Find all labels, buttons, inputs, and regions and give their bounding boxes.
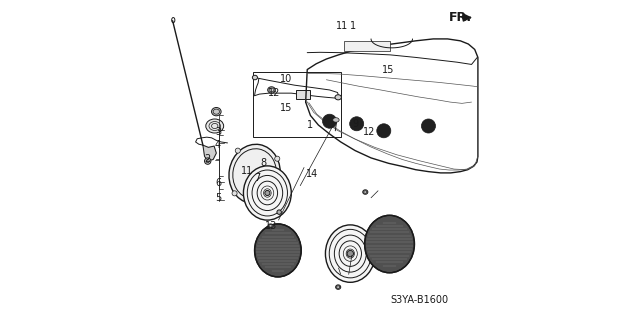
Text: 15: 15	[382, 65, 395, 75]
Ellipse shape	[365, 215, 415, 273]
Text: 10: 10	[280, 74, 292, 84]
Text: 7: 7	[254, 173, 260, 183]
Circle shape	[265, 190, 270, 196]
Circle shape	[272, 191, 277, 196]
Text: 11: 11	[241, 166, 253, 176]
Circle shape	[232, 191, 237, 196]
Ellipse shape	[268, 224, 273, 228]
Text: 14: 14	[306, 169, 318, 180]
Circle shape	[323, 114, 337, 128]
Text: 6: 6	[215, 178, 221, 189]
Text: 12: 12	[363, 127, 376, 137]
Ellipse shape	[255, 224, 301, 277]
Circle shape	[236, 148, 241, 153]
Ellipse shape	[333, 118, 339, 122]
Text: 15: 15	[280, 103, 293, 113]
Ellipse shape	[252, 75, 257, 80]
Ellipse shape	[243, 166, 291, 220]
Ellipse shape	[325, 225, 375, 282]
Ellipse shape	[206, 119, 223, 133]
Text: 4: 4	[215, 140, 221, 150]
Circle shape	[205, 158, 211, 164]
Ellipse shape	[363, 190, 368, 194]
Ellipse shape	[268, 87, 275, 93]
Text: 12: 12	[268, 88, 280, 99]
Circle shape	[349, 117, 364, 131]
Text: 1: 1	[307, 120, 314, 130]
Text: FR.: FR.	[449, 11, 472, 24]
Circle shape	[347, 250, 353, 257]
Polygon shape	[203, 145, 216, 161]
Circle shape	[422, 119, 435, 133]
Ellipse shape	[229, 144, 280, 204]
Ellipse shape	[212, 108, 221, 116]
Text: 2: 2	[205, 153, 211, 164]
Text: 3: 3	[215, 127, 221, 137]
Text: S3YA-B1600: S3YA-B1600	[390, 295, 448, 305]
Ellipse shape	[277, 210, 282, 214]
Bar	[344, 41, 390, 51]
Text: 1: 1	[349, 21, 356, 32]
Text: 5: 5	[215, 193, 221, 204]
Circle shape	[377, 124, 391, 138]
Circle shape	[275, 156, 280, 161]
Ellipse shape	[369, 244, 373, 248]
Text: 8: 8	[260, 158, 266, 168]
Text: 9: 9	[353, 119, 359, 130]
Bar	[253, 72, 340, 137]
Text: 13: 13	[265, 221, 277, 232]
Text: 11: 11	[336, 21, 348, 32]
Bar	[296, 90, 310, 99]
Ellipse shape	[335, 95, 341, 100]
Ellipse shape	[335, 285, 340, 289]
